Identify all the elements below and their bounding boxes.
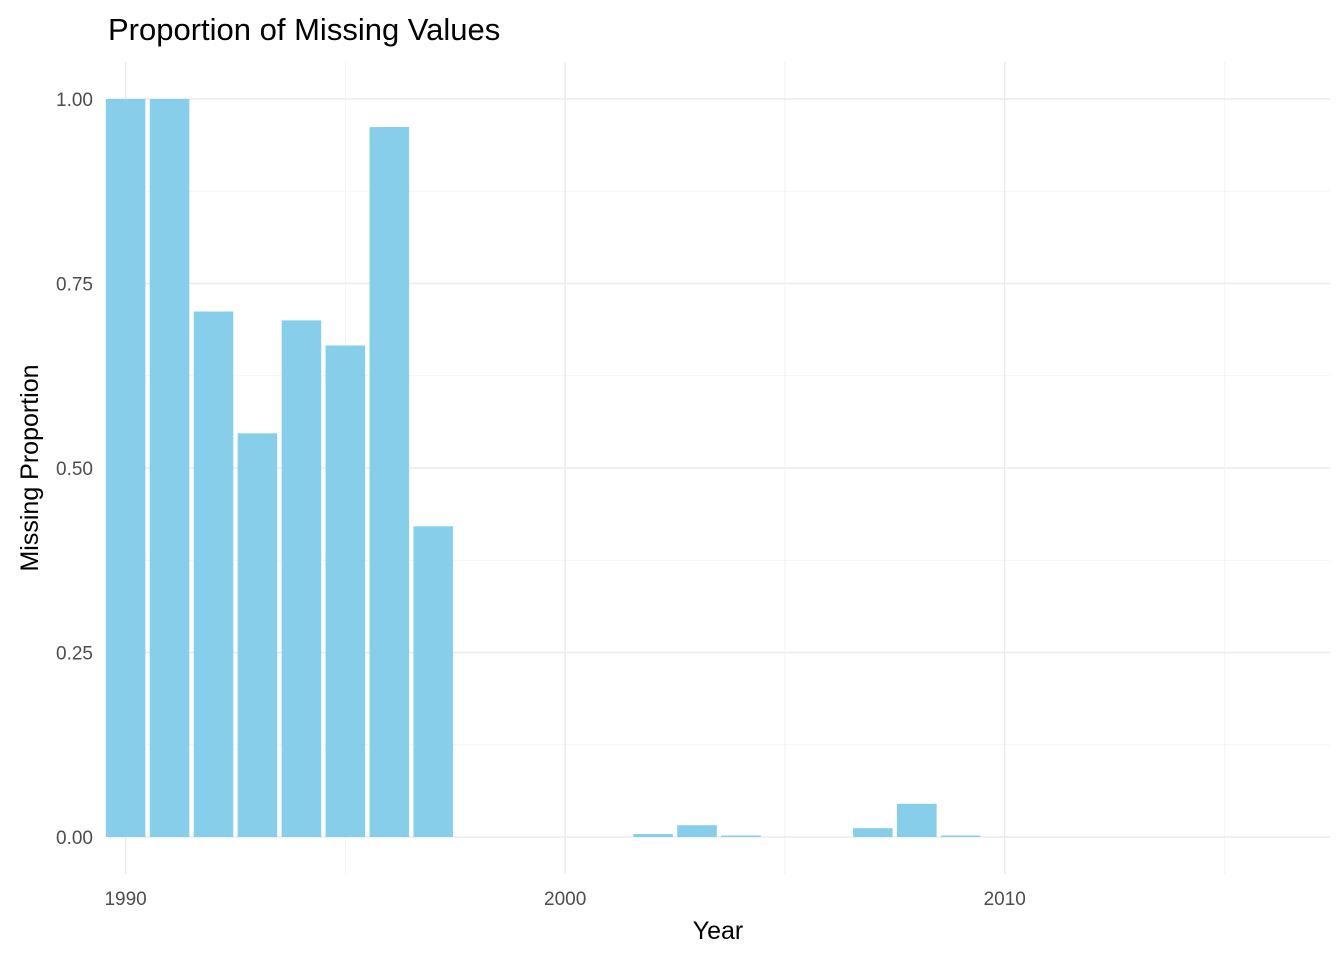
- y-tick-label: 0.75: [56, 275, 93, 296]
- bar-1997: [413, 526, 454, 837]
- y-axis-ticks: 0.00 0.25 0.50 0.75 1.00: [56, 90, 93, 849]
- bar-1991: [149, 99, 190, 837]
- bar-2008: [897, 803, 937, 837]
- bar-1994: [281, 320, 322, 837]
- y-tick-label: 0.50: [56, 459, 93, 480]
- x-tick-label: 1990: [104, 889, 146, 910]
- bars: [105, 99, 981, 837]
- bar-2003: [677, 825, 717, 837]
- bar-1993: [237, 433, 278, 837]
- y-tick-label: 0.00: [56, 828, 93, 849]
- bar-2007: [853, 828, 893, 837]
- bar-1995: [325, 345, 366, 837]
- x-axis-title: Year: [693, 917, 744, 945]
- bar-1990: [105, 99, 146, 837]
- x-axis-ticks: 1990 2000 2010: [104, 889, 1025, 910]
- y-tick-label: 1.00: [56, 90, 93, 111]
- y-axis-title: Missing Proportion: [16, 364, 44, 571]
- bar-1992: [193, 311, 234, 837]
- bar-2002: [633, 834, 673, 837]
- x-tick-label: 2010: [984, 889, 1026, 910]
- bar-2004: [721, 835, 761, 837]
- x-tick-label: 2000: [544, 889, 586, 910]
- bar-1996: [369, 127, 410, 837]
- y-tick-label: 0.25: [56, 644, 93, 665]
- bar-2009: [940, 835, 981, 837]
- chart-title: Proportion of Missing Values: [108, 12, 500, 47]
